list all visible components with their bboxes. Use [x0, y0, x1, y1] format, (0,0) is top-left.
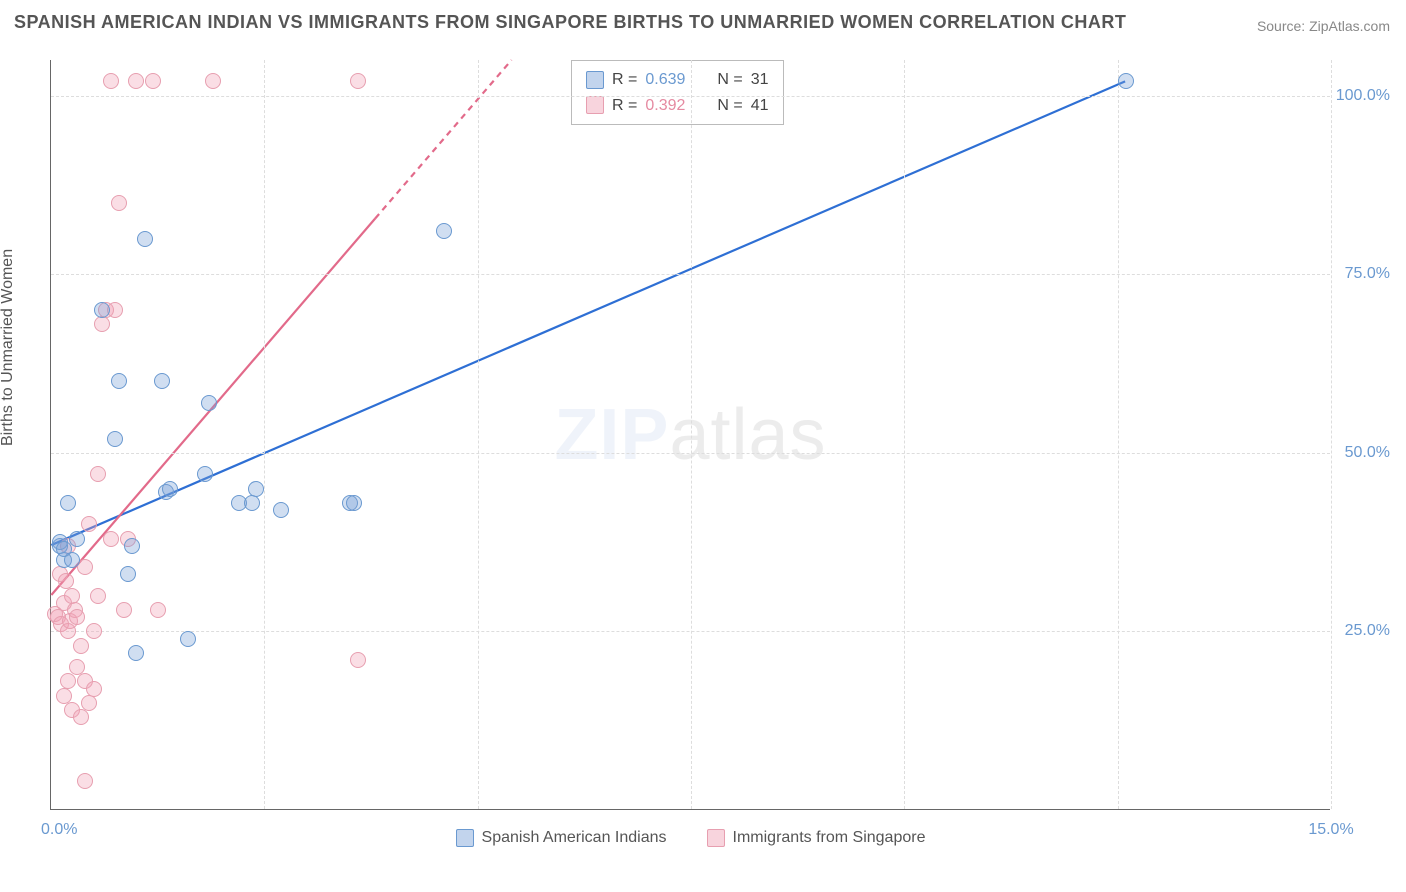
n-label: N = [717, 67, 742, 93]
data-point-blue [128, 645, 144, 661]
data-point-pink [350, 73, 366, 89]
legend-item-blue: Spanish American Indians [456, 829, 667, 847]
data-point-pink [116, 602, 132, 618]
gridline-vertical [1118, 60, 1119, 809]
data-point-blue [120, 566, 136, 582]
data-point-blue [137, 231, 153, 247]
data-point-blue [107, 431, 123, 447]
swatch-pink [586, 96, 604, 114]
data-point-blue [64, 552, 80, 568]
y-axis-label: Births to Unmarried Women [0, 249, 17, 446]
legend-swatch-pink [707, 829, 725, 847]
data-point-blue [111, 373, 127, 389]
data-point-pink [94, 316, 110, 332]
data-point-pink [350, 652, 366, 668]
data-point-pink [77, 773, 93, 789]
data-point-blue [180, 631, 196, 647]
data-point-pink [81, 695, 97, 711]
data-point-blue [94, 302, 110, 318]
y-tick-label: 75.0% [1345, 265, 1390, 283]
legend-label: Immigrants from Singapore [733, 829, 926, 847]
data-point-blue [69, 531, 85, 547]
y-tick-label: 100.0% [1336, 87, 1390, 105]
gridline-vertical [478, 60, 479, 809]
data-point-pink [69, 609, 85, 625]
data-point-pink [73, 638, 89, 654]
data-point-pink [103, 531, 119, 547]
data-point-pink [128, 73, 144, 89]
gridline-vertical [904, 60, 905, 809]
data-point-blue [244, 495, 260, 511]
r-label: R = [612, 67, 637, 93]
series-legend: Spanish American Indians Immigrants from … [51, 829, 1330, 847]
data-point-pink [86, 623, 102, 639]
swatch-blue [586, 71, 604, 89]
data-point-blue [1118, 73, 1134, 89]
data-point-blue [124, 538, 140, 554]
data-point-blue [273, 502, 289, 518]
x-tick-end: 15.0% [1308, 821, 1353, 839]
legend-swatch-blue [456, 829, 474, 847]
data-point-pink [103, 73, 119, 89]
data-point-blue [197, 466, 213, 482]
data-point-blue [346, 495, 362, 511]
data-point-blue [154, 373, 170, 389]
gridline-vertical [264, 60, 265, 809]
data-point-pink [60, 673, 76, 689]
data-point-pink [205, 73, 221, 89]
data-point-pink [81, 516, 97, 532]
watermark-bold: ZIP [554, 395, 669, 475]
stats-row-blue: R = 0.639 N = 31 [586, 67, 769, 93]
y-tick-label: 50.0% [1345, 444, 1390, 462]
y-tick-label: 25.0% [1345, 622, 1390, 640]
legend-label: Spanish American Indians [482, 829, 667, 847]
source-attribution: Source: ZipAtlas.com [1257, 18, 1390, 34]
data-point-pink [111, 195, 127, 211]
scatter-plot: ZIPatlas R =0.639N =31R =0.392N =41 0.0%… [50, 60, 1330, 810]
data-point-blue [248, 481, 264, 497]
data-point-blue [60, 495, 76, 511]
n-value: 31 [751, 67, 769, 93]
watermark-thin: atlas [669, 395, 826, 475]
data-point-pink [145, 73, 161, 89]
r-value: 0.639 [645, 67, 685, 93]
data-point-blue [201, 395, 217, 411]
data-point-pink [73, 709, 89, 725]
data-point-pink [86, 681, 102, 697]
data-point-blue [436, 223, 452, 239]
data-point-blue [162, 481, 178, 497]
data-point-pink [90, 588, 106, 604]
correlation-stats-box: R =0.639N =31R =0.392N =41 [571, 60, 784, 125]
gridline-vertical [1331, 60, 1332, 809]
chart-title: SPANISH AMERICAN INDIAN VS IMMIGRANTS FR… [14, 12, 1126, 33]
legend-item-pink: Immigrants from Singapore [707, 829, 926, 847]
gridline-vertical [691, 60, 692, 809]
data-point-pink [90, 466, 106, 482]
data-point-pink [150, 602, 166, 618]
